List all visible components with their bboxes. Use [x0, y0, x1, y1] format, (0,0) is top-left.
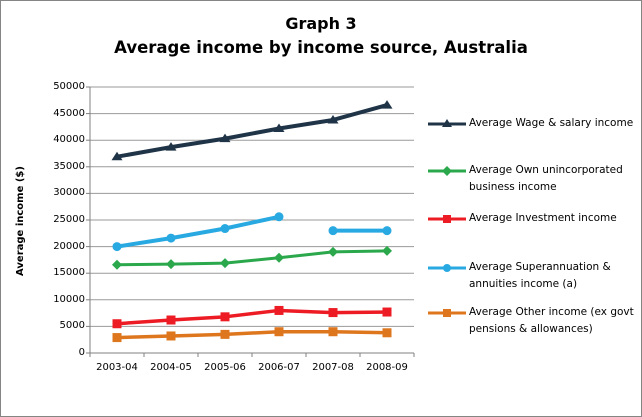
legend-item-superannuation: Average Superannuation & annuities income… — [428, 259, 611, 293]
square-marker — [443, 309, 451, 317]
legend-item-own-business: Average Own unincorporated business incom… — [428, 162, 623, 196]
series-own-business — [112, 245, 392, 270]
x-tick-label: 2004-05 — [150, 362, 192, 373]
legend-label-other-income: Average Other income (ex govt pensions & … — [469, 304, 634, 338]
y-axis-title: Average income ($) — [15, 166, 26, 276]
legend-item-wage-salary: Average Wage & salary income — [428, 115, 633, 132]
legend-key-square-icon — [428, 309, 466, 317]
square-marker — [382, 307, 392, 317]
gridlines — [90, 86, 414, 327]
circle-marker — [328, 226, 338, 236]
legend-label-line: annuities income (a) — [469, 278, 578, 290]
chart-title-line1: Graph 3 — [285, 14, 357, 33]
square-marker — [220, 329, 230, 339]
square-marker — [382, 328, 392, 338]
legend-item-other-income: Average Other income (ex govt pensions & … — [428, 304, 634, 338]
axes — [86, 86, 415, 357]
legend-key-circle-icon — [428, 264, 466, 272]
legend-label-line: Average Superannuation & — [469, 261, 611, 273]
diamond-marker — [442, 166, 452, 176]
y-tick-label: 45000 — [53, 107, 85, 119]
diamond-marker — [166, 259, 176, 270]
square-marker — [328, 308, 338, 318]
x-tick-label: 2008-09 — [366, 362, 408, 373]
y-tick-label: 0 — [78, 347, 85, 358]
circle-marker — [443, 264, 451, 272]
series-wage-salary — [111, 100, 393, 161]
y-tick-label: 30000 — [53, 187, 85, 199]
series-line-own-business — [115, 249, 389, 267]
y-tick-label: 10000 — [53, 293, 85, 305]
triangle-marker — [381, 100, 393, 109]
series-line-investment — [115, 308, 389, 326]
diamond-marker — [112, 259, 122, 270]
triangle-marker — [219, 133, 231, 143]
series-line-superannuation — [115, 214, 281, 249]
series-line-other-income — [115, 329, 389, 340]
legend-label-superannuation: Average Superannuation & annuities income… — [469, 259, 611, 293]
square-marker — [274, 327, 284, 337]
x-tick-label: 2006-07 — [258, 362, 300, 373]
legend-label-own-business: Average Own unincorporated business incom… — [469, 162, 623, 196]
chart-title-line2: Average income by income source, Austral… — [114, 38, 528, 57]
y-tick-label: 35000 — [53, 160, 85, 172]
x-tick-label: 2005-06 — [204, 362, 246, 373]
legend-label-wage-salary: Average Wage & salary income — [469, 115, 633, 132]
legend-label-line: Average Other income (ex govt — [469, 306, 634, 318]
y-tick-label: 40000 — [53, 134, 85, 146]
series-line-wage-salary — [115, 103, 389, 159]
legend-label-investment: Average Investment income — [469, 210, 617, 227]
circle-marker — [112, 242, 122, 252]
triangle-marker — [327, 114, 339, 124]
y-tick-label: 20000 — [53, 240, 85, 252]
square-marker — [274, 305, 284, 315]
diamond-marker — [274, 252, 284, 263]
series-other-income — [112, 327, 392, 343]
series-superannuation — [112, 212, 392, 252]
triangle-marker — [273, 123, 285, 132]
square-marker — [112, 333, 122, 343]
square-marker — [328, 327, 338, 337]
legend-key-triangle-icon — [428, 119, 466, 127]
circle-marker — [166, 233, 176, 243]
legend-item-investment: Average Investment income — [428, 210, 617, 227]
legend-key-diamond-icon — [428, 166, 466, 176]
legend-label-line: Average Own unincorporated — [469, 164, 623, 176]
chart-title: Graph 3 Average income by income source,… — [1, 12, 641, 60]
square-marker — [220, 312, 230, 322]
legend-label-line: Average Wage & salary income — [469, 117, 634, 129]
triangle-marker — [111, 151, 123, 161]
diamond-marker — [328, 246, 338, 257]
circle-marker — [382, 226, 392, 236]
legend-label-line: Average Investment income — [469, 212, 617, 224]
diamond-marker — [220, 258, 230, 269]
square-marker — [112, 319, 122, 329]
y-tick-label: 50000 — [53, 81, 85, 92]
x-tick-label: 2003-04 — [96, 362, 138, 373]
triangle-marker — [165, 142, 177, 151]
y-tick-label: 5000 — [59, 320, 85, 332]
y-tick-label: 25000 — [53, 214, 85, 225]
square-marker — [166, 315, 176, 325]
legend-key-square-icon — [428, 215, 466, 223]
triangle-marker — [442, 119, 452, 127]
square-marker — [443, 215, 451, 223]
legend-label-line: business income — [469, 181, 557, 193]
x-tick-label: 2007-08 — [312, 362, 354, 373]
series-investment — [112, 305, 392, 329]
circle-marker — [274, 212, 284, 222]
legend-label-line: pensions & allowances) — [469, 323, 593, 335]
square-marker — [166, 331, 176, 341]
circle-marker — [220, 224, 230, 234]
y-tick-label: 15000 — [53, 267, 85, 279]
diamond-marker — [382, 245, 392, 256]
